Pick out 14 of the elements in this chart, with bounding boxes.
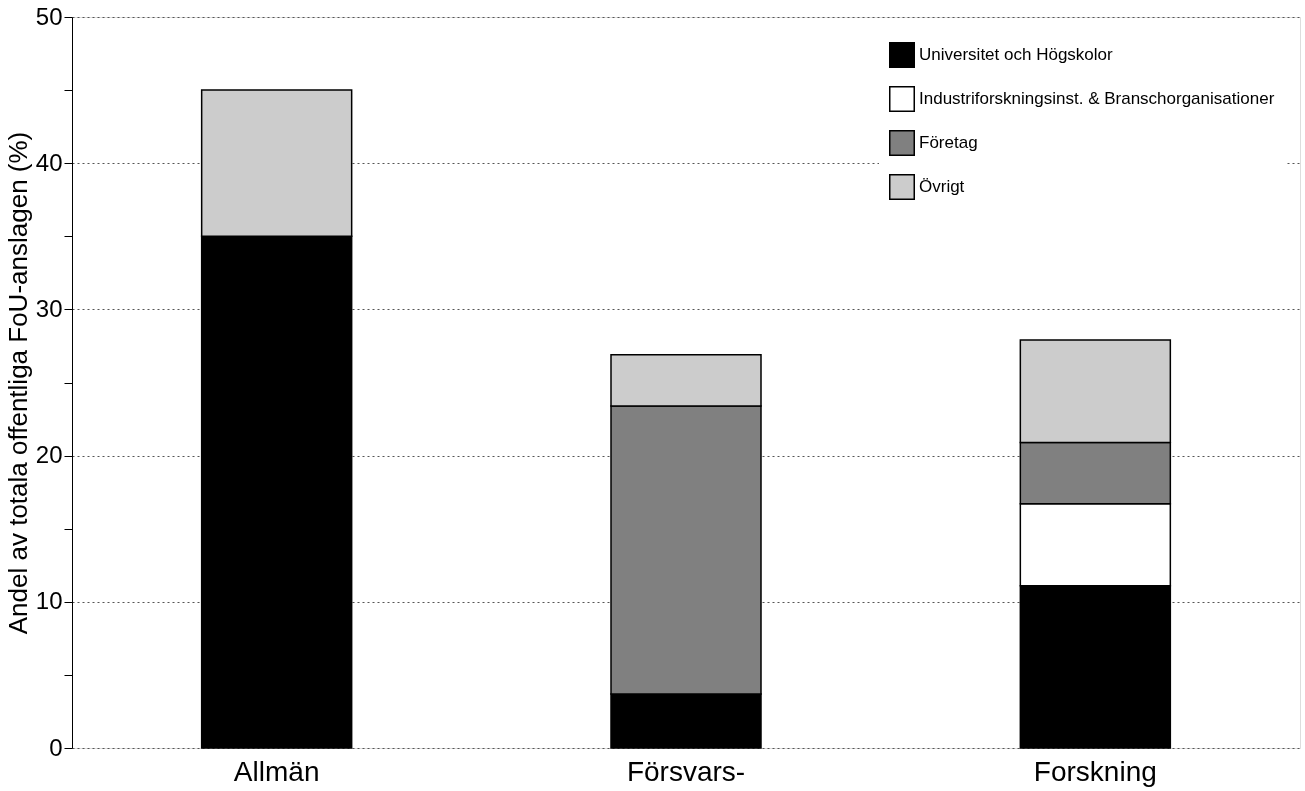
y-tick-label: 50: [35, 2, 63, 30]
y-tick-label: 10: [35, 587, 63, 615]
y-tick-label: 30: [35, 294, 63, 322]
y-tick-label: 20: [35, 441, 63, 469]
x-tick-label: Försvars-: [626, 755, 746, 787]
y-axis-title: Andel av totala offentliga FoU-anslagen (%): [2, 131, 33, 635]
legend-label: Övrigt: [919, 177, 965, 196]
y-tick-label: 40: [35, 148, 63, 176]
legend-label: Universitet och Högskolor: [919, 45, 1114, 64]
y-tick-label: 0: [49, 733, 63, 761]
legend-label: Industriforskningsinst. & Branschorganisationer: [919, 89, 1275, 108]
legend-label: Företag: [919, 133, 978, 152]
x-tick-label: Forskning: [1033, 755, 1157, 787]
x-tick-label: Allmän: [233, 755, 320, 787]
